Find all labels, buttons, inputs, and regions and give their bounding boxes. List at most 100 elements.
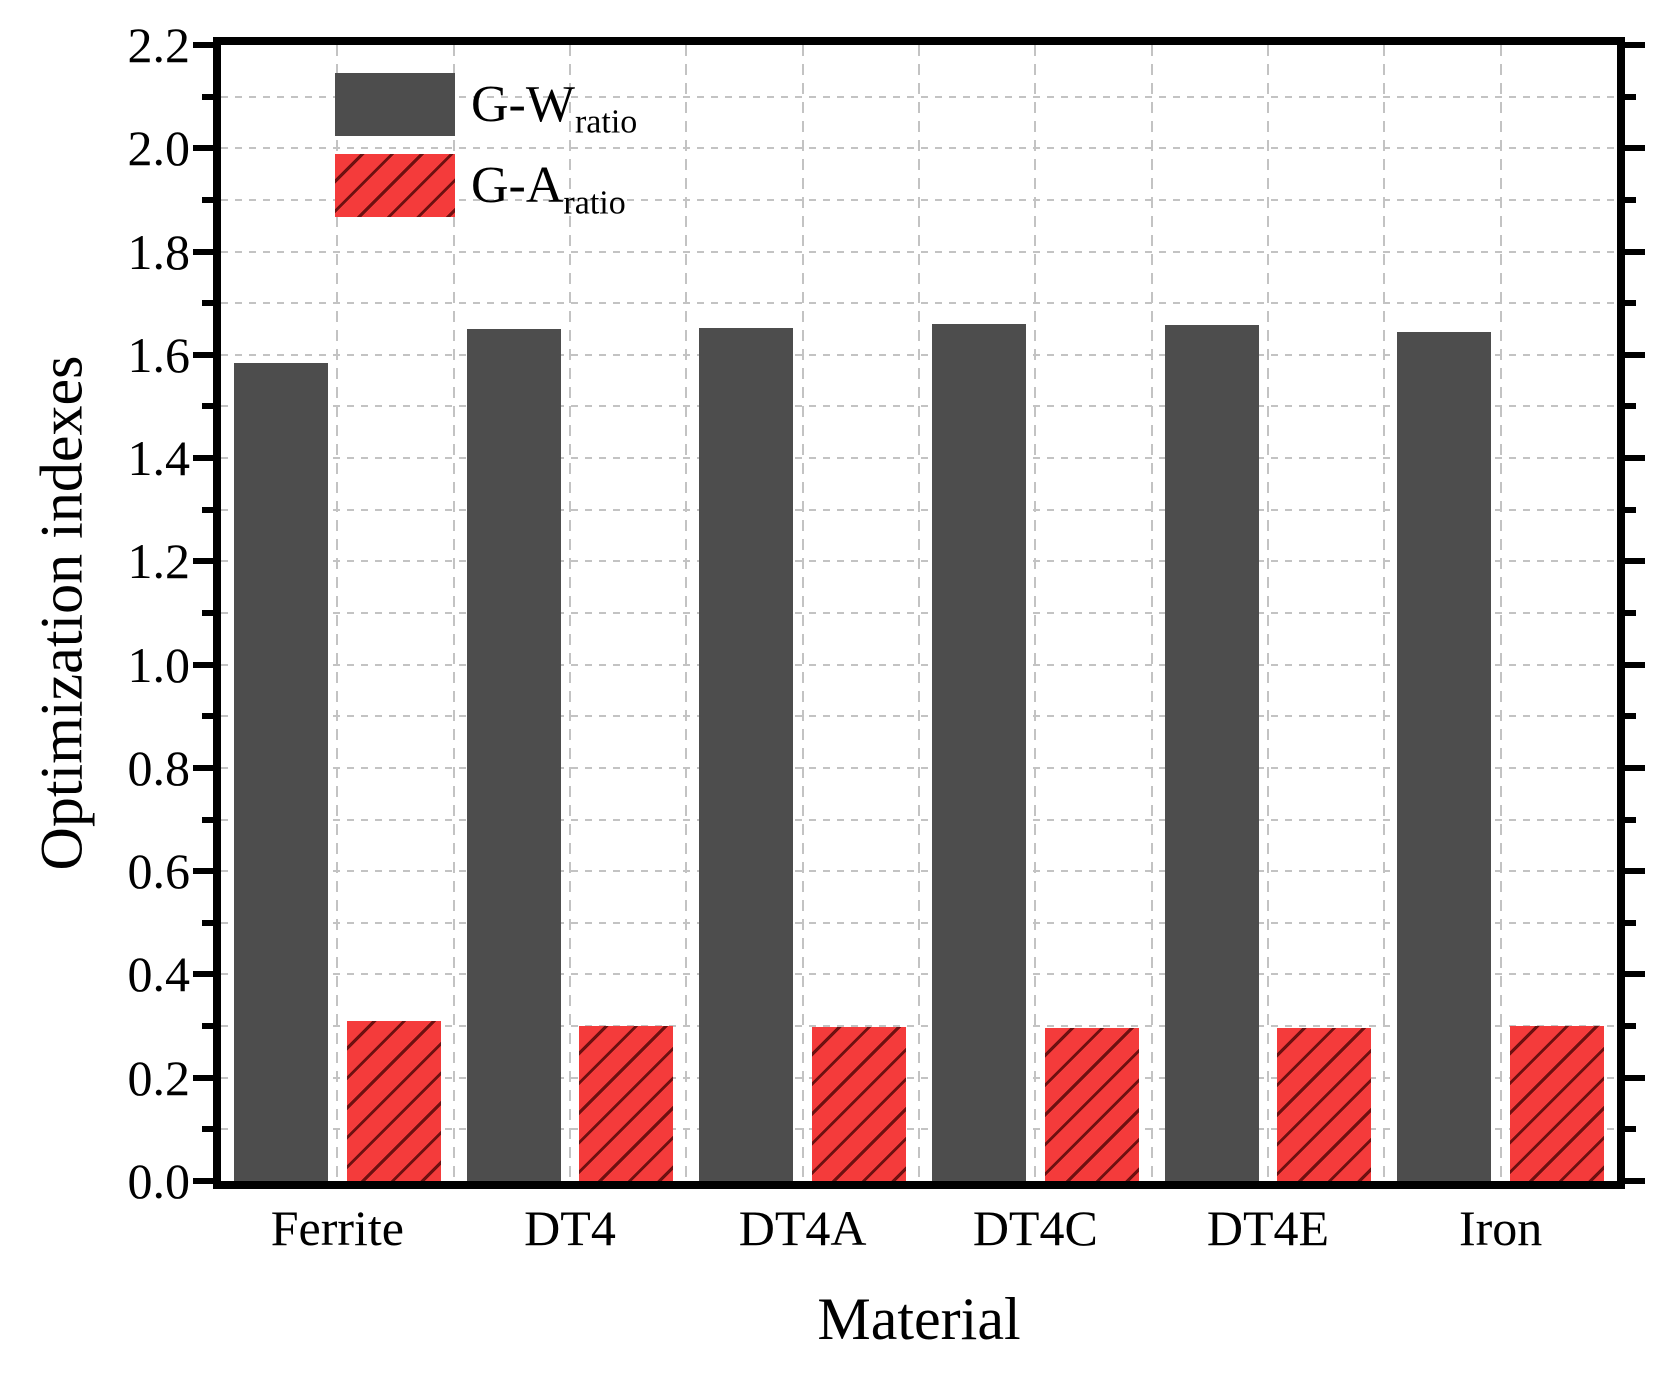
major-tick-right <box>1625 971 1645 978</box>
gridline-vertical <box>801 45 804 1181</box>
y-tick-label-1-2: 1.2 <box>127 533 191 590</box>
minor-tick-right <box>1625 403 1636 410</box>
minor-tick-left <box>202 93 213 100</box>
legend-label-ga: G-Aratio <box>471 156 626 219</box>
major-tick-right <box>1625 558 1645 565</box>
x-tick-label-iron: Iron <box>1459 1200 1543 1256</box>
gridline-vertical <box>1383 45 1386 1181</box>
legend-item-ga: G-Aratio <box>335 154 637 219</box>
major-tick-left <box>193 661 213 668</box>
minor-tick-left <box>202 816 213 823</box>
gridline-vertical <box>1034 45 1037 1181</box>
y-tick-label-1-8: 1.8 <box>127 223 191 280</box>
major-tick-right <box>1625 42 1645 48</box>
bars-layer <box>221 45 1617 1181</box>
legend: G-Wratio G-Aratio <box>335 73 637 235</box>
legend-swatch-ga <box>335 154 455 217</box>
x-tick-label-dt4: DT4 <box>524 1200 616 1256</box>
legend-label-gw-main: G-W <box>471 75 575 133</box>
minor-tick-left <box>202 713 213 720</box>
x-tick-label-dt4a: DT4A <box>738 1200 867 1256</box>
y-tick-label-0-2: 0.2 <box>127 1049 191 1106</box>
minor-tick-right <box>1625 300 1636 307</box>
bar-g-w-dt4c <box>932 323 1026 1181</box>
major-tick-left <box>193 971 213 978</box>
gridline-vertical <box>1267 45 1269 1181</box>
minor-tick-right <box>1625 1023 1636 1030</box>
major-tick-right <box>1625 1178 1645 1184</box>
y-tick-label-1-6: 1.6 <box>127 326 191 383</box>
y-tick-label-0-6: 0.6 <box>127 843 191 900</box>
major-tick-left <box>193 558 213 565</box>
gridline-vertical <box>452 45 455 1181</box>
major-tick-left <box>193 1074 213 1081</box>
y-tick-label-2-0: 2.0 <box>127 120 191 177</box>
minor-tick-left <box>202 300 213 307</box>
y-tick-label-0-8: 0.8 <box>127 739 191 796</box>
bar-g-a-dt4c <box>1044 1027 1139 1181</box>
major-tick-right <box>1625 248 1645 255</box>
major-tick-left <box>193 248 213 255</box>
legend-label-gw: G-Wratio <box>471 75 637 138</box>
minor-tick-left <box>202 506 213 513</box>
bar-g-w-dt4e <box>1164 324 1259 1181</box>
minor-tick-right <box>1625 506 1636 513</box>
minor-tick-right <box>1625 610 1636 616</box>
bar-g-a-dt4 <box>579 1026 674 1181</box>
gridline-vertical <box>336 45 339 1181</box>
major-tick-right <box>1625 764 1645 771</box>
gridline-vertical <box>1499 45 1502 1181</box>
major-tick-right <box>1625 351 1645 358</box>
minor-tick-left <box>202 403 213 410</box>
bar-g-w-dt4 <box>466 329 561 1181</box>
gridline-vertical <box>569 45 571 1181</box>
y-tick-label-1-4: 1.4 <box>127 430 191 487</box>
y-tick-label-1-0: 1.0 <box>127 636 191 693</box>
legend-label-gw-subscript: ratio <box>574 102 638 140</box>
major-tick-left <box>193 145 213 152</box>
major-tick-right <box>1625 1074 1645 1081</box>
minor-tick-left <box>202 1126 213 1133</box>
gridline-vertical <box>918 45 920 1181</box>
minor-tick-right <box>1625 196 1636 203</box>
gridline-vertical <box>1150 45 1153 1181</box>
minor-tick-right <box>1625 1126 1636 1133</box>
x-axis-title: Material <box>817 1286 1021 1352</box>
bar-g-a-iron <box>1510 1026 1604 1181</box>
major-tick-right <box>1625 145 1645 152</box>
major-tick-left <box>193 455 213 462</box>
major-tick-right <box>1625 868 1645 875</box>
minor-tick-right <box>1625 816 1636 823</box>
bar-g-w-dt4a <box>699 327 794 1181</box>
major-tick-left <box>193 42 213 48</box>
bar-g-w-iron <box>1397 331 1492 1181</box>
minor-tick-right <box>1625 919 1636 926</box>
bar-g-a-dt4a <box>812 1027 906 1181</box>
x-tick-label-dt4c: DT4C <box>972 1200 1098 1256</box>
minor-tick-left <box>202 610 213 616</box>
legend-item-gw: G-Wratio <box>335 73 637 138</box>
minor-tick-left <box>202 1023 213 1030</box>
gridlines-layer <box>221 45 1617 1181</box>
legend-label-ga-main: G-A <box>471 156 564 214</box>
x-tick-label-ferrite: Ferrite <box>270 1200 404 1256</box>
major-tick-right <box>1625 455 1645 462</box>
bar-g-a-dt4e <box>1277 1027 1372 1181</box>
major-tick-left <box>193 351 213 358</box>
major-tick-left <box>193 764 213 771</box>
y-tick-label-0-0: 0.0 <box>127 1153 191 1209</box>
legend-label-ga-subscript: ratio <box>563 183 626 221</box>
x-tick-label-dt4e: DT4E <box>1206 1200 1330 1256</box>
minor-tick-right <box>1625 713 1636 720</box>
gridline-vertical <box>685 45 688 1181</box>
bar-g-a-ferrite <box>346 1020 441 1181</box>
minor-tick-left <box>202 196 213 203</box>
major-tick-left <box>193 1178 213 1184</box>
major-tick-right <box>1625 661 1645 668</box>
minor-tick-left <box>202 919 213 926</box>
y-tick-label-2-2: 2.2 <box>127 17 191 73</box>
y-tick-label-0-4: 0.4 <box>127 946 191 1003</box>
bar-g-w-ferrite <box>234 362 328 1181</box>
minor-tick-right <box>1625 93 1636 100</box>
